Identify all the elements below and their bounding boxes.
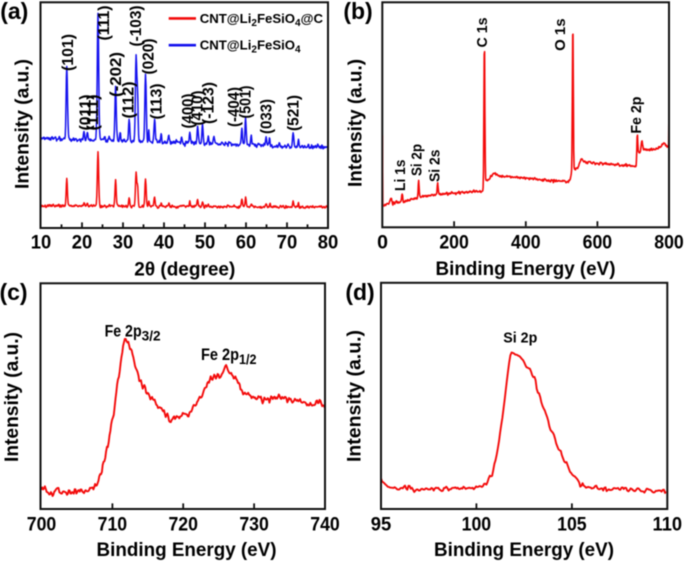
svg-text:80: 80 (318, 232, 339, 254)
svg-text:(d): (d) (345, 279, 374, 305)
svg-text:110: 110 (653, 514, 683, 536)
svg-text:(111): (111) (96, 6, 113, 41)
svg-text:(521): (521) (286, 95, 303, 131)
svg-text:(-404): (-404) (226, 87, 243, 127)
svg-text:(020): (020) (141, 39, 158, 75)
svg-text:(112): (112) (120, 82, 137, 119)
svg-text:20: 20 (72, 232, 93, 254)
svg-text:C 1s: C 1s (474, 18, 491, 48)
svg-text:Si 2p: Si 2p (409, 144, 425, 176)
svg-text:800: 800 (654, 232, 684, 254)
svg-text:720: 720 (168, 514, 198, 536)
svg-text:100: 100 (462, 514, 492, 536)
svg-text:(a): (a) (0, 0, 28, 24)
svg-text:Fe 2p1/2: Fe 2p1/2 (201, 345, 257, 367)
svg-text:(-202): (-202) (108, 52, 125, 97)
svg-text:30: 30 (113, 232, 134, 254)
svg-text:95: 95 (371, 514, 392, 536)
svg-text:Si 2s: Si 2s (427, 150, 443, 183)
svg-text:Intensity (a.u.): Intensity (a.u.) (12, 59, 34, 189)
svg-text:Binding Energy (eV): Binding Energy (eV) (97, 539, 277, 561)
svg-text:50: 50 (195, 232, 216, 254)
svg-text:Li 1s: Li 1s (393, 160, 409, 192)
svg-text:(-103): (-103) (128, 6, 145, 47)
svg-text:730: 730 (239, 514, 269, 536)
svg-text:(111): (111) (85, 95, 102, 131)
svg-text:(c): (c) (0, 279, 28, 305)
svg-text:O 1s: O 1s (552, 18, 569, 51)
svg-text:Si 2p: Si 2p (503, 329, 537, 346)
svg-text:Fe 2p: Fe 2p (628, 97, 645, 134)
svg-text:0: 0 (377, 232, 388, 254)
svg-text:Binding Energy (eV): Binding Energy (eV) (436, 258, 616, 280)
svg-text:200: 200 (439, 232, 469, 254)
svg-text:70: 70 (277, 232, 298, 254)
svg-text:Fe 2p3/2: Fe 2p3/2 (105, 322, 161, 344)
svg-text:(400): (400) (180, 94, 197, 129)
svg-text:(113): (113) (149, 84, 166, 120)
svg-text:(033): (033) (259, 99, 276, 134)
svg-text:740: 740 (310, 514, 340, 536)
svg-text:(501): (501) (238, 86, 255, 119)
svg-text:(b): (b) (343, 0, 372, 24)
svg-text:Intensity (a.u.): Intensity (a.u.) (345, 59, 367, 187)
svg-text:(410): (410) (189, 91, 206, 126)
svg-text:CNT@Li2FeSiO4: CNT@Li2FeSiO4 (200, 38, 301, 56)
svg-text:2θ (degree): 2θ (degree) (134, 258, 235, 280)
svg-text:10: 10 (31, 232, 52, 254)
svg-text:CNT@Li2FeSiO4@C: CNT@Li2FeSiO4@C (200, 11, 324, 29)
svg-text:60: 60 (236, 232, 257, 254)
svg-text:Intensity (a.u.): Intensity (a.u.) (1, 332, 23, 462)
svg-text:600: 600 (583, 232, 613, 254)
svg-text:700: 700 (27, 514, 57, 536)
svg-text:40: 40 (154, 232, 175, 254)
svg-text:Binding Energy (eV): Binding Energy (eV) (434, 539, 614, 561)
svg-text:400: 400 (511, 232, 541, 254)
svg-text:(011): (011) (77, 95, 94, 131)
svg-text:(101): (101) (60, 34, 77, 71)
svg-text:(-123): (-123) (200, 82, 217, 124)
svg-text:710: 710 (98, 514, 128, 536)
svg-text:105: 105 (557, 514, 587, 536)
svg-text:Intensity (a.u.): Intensity (a.u.) (344, 330, 366, 462)
